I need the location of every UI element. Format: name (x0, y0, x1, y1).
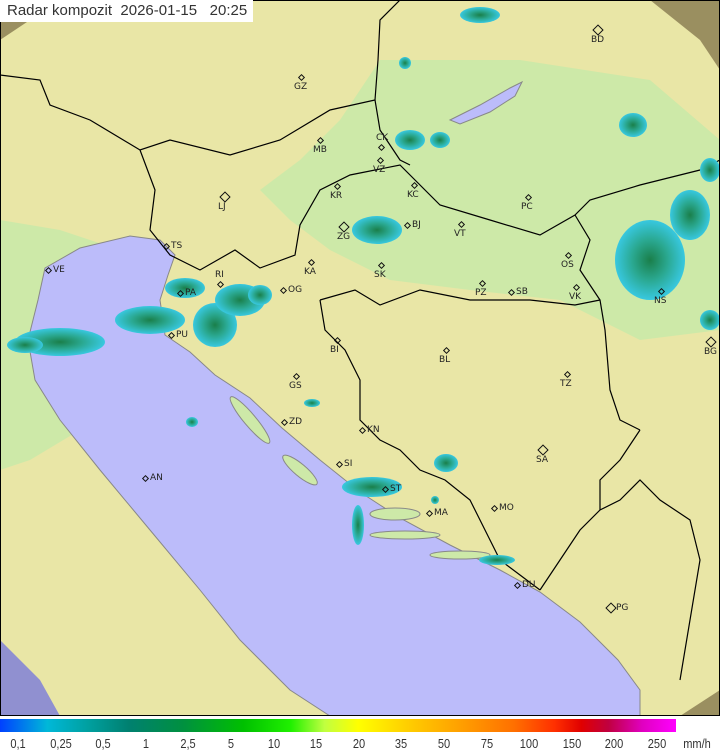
lowland-area (260, 60, 720, 340)
scale-label: 0,1 (10, 736, 26, 751)
city-label: VE (53, 265, 65, 275)
islands (229, 396, 491, 560)
city-label: OS (561, 260, 574, 270)
city-label: MA (434, 508, 448, 518)
city-label: ZG (337, 232, 351, 242)
title-text: Radar kompozit (7, 2, 113, 19)
city-label: KA (304, 267, 316, 277)
city-label: SI (344, 459, 353, 469)
city-label: BD (591, 35, 605, 45)
scale-label: 200 (605, 736, 624, 751)
title-date: 2026-01-15 (120, 2, 198, 19)
city-label: KN (367, 425, 380, 435)
city-label: BG (704, 347, 717, 357)
scale-label: 250 (647, 736, 667, 751)
city-label: MO (499, 503, 514, 513)
lake-balaton (448, 80, 524, 125)
scale-label: 150 (562, 736, 582, 751)
city-label: PU (176, 330, 189, 340)
city-label: DU (522, 580, 536, 590)
scale-label: 100 (519, 736, 539, 751)
city-label: PG (616, 603, 629, 613)
city-label: BI (330, 345, 339, 355)
city-label: ST (390, 484, 402, 494)
title-time: 20:25 (209, 2, 248, 19)
city-label: TZ (560, 379, 572, 389)
city-label: SB (516, 287, 528, 297)
city-label: AN (150, 473, 163, 483)
scale-label: 20 (352, 736, 365, 751)
scale-label: 50 (437, 736, 451, 751)
city-label: RI (215, 270, 224, 280)
map-title: Radar kompozit 2026-01-15 20:25 (0, 0, 254, 22)
city-label: VK (569, 292, 582, 302)
scale-label: 0,25 (49, 736, 72, 751)
city-label: NS (654, 296, 667, 306)
scale-label: 1 (142, 736, 149, 751)
scale-label: 0,5 (95, 736, 111, 751)
city-label: KC (407, 190, 419, 200)
city-label: KR (330, 191, 343, 201)
city-label: BJ (412, 220, 421, 230)
scale-label: 15 (310, 736, 323, 751)
borders (0, 0, 720, 681)
city-label: PC (521, 202, 533, 212)
radar-map (0, 0, 720, 716)
city-label: SK (374, 270, 386, 280)
scale-label: 35 (395, 736, 408, 751)
city-label: VZ (373, 165, 386, 175)
city-label: MB (313, 145, 327, 155)
city-label: LJ (218, 202, 226, 212)
sea (27, 235, 641, 716)
city-label: VT (454, 229, 466, 239)
city-label: BL (439, 355, 451, 365)
precipitation-scale-bar (0, 719, 676, 732)
scale-unit: mm/h (683, 736, 711, 751)
city-label: GZ (294, 82, 308, 92)
scale-label: 75 (480, 736, 493, 751)
scale-label: 2,5 (180, 736, 197, 751)
city-label: CK (376, 133, 389, 143)
radar-echoes (7, 7, 720, 565)
sea-southwest (0, 640, 60, 716)
scale-label: 5 (227, 736, 235, 751)
scale-label: 10 (267, 736, 280, 751)
city-label: GS (289, 381, 302, 391)
city-label: SA (536, 455, 549, 465)
city-label: OG (288, 285, 303, 295)
city-label: ZD (289, 417, 303, 427)
city-label: PA (185, 288, 197, 298)
city-label: TS (171, 241, 183, 251)
city-label: PZ (475, 288, 487, 298)
